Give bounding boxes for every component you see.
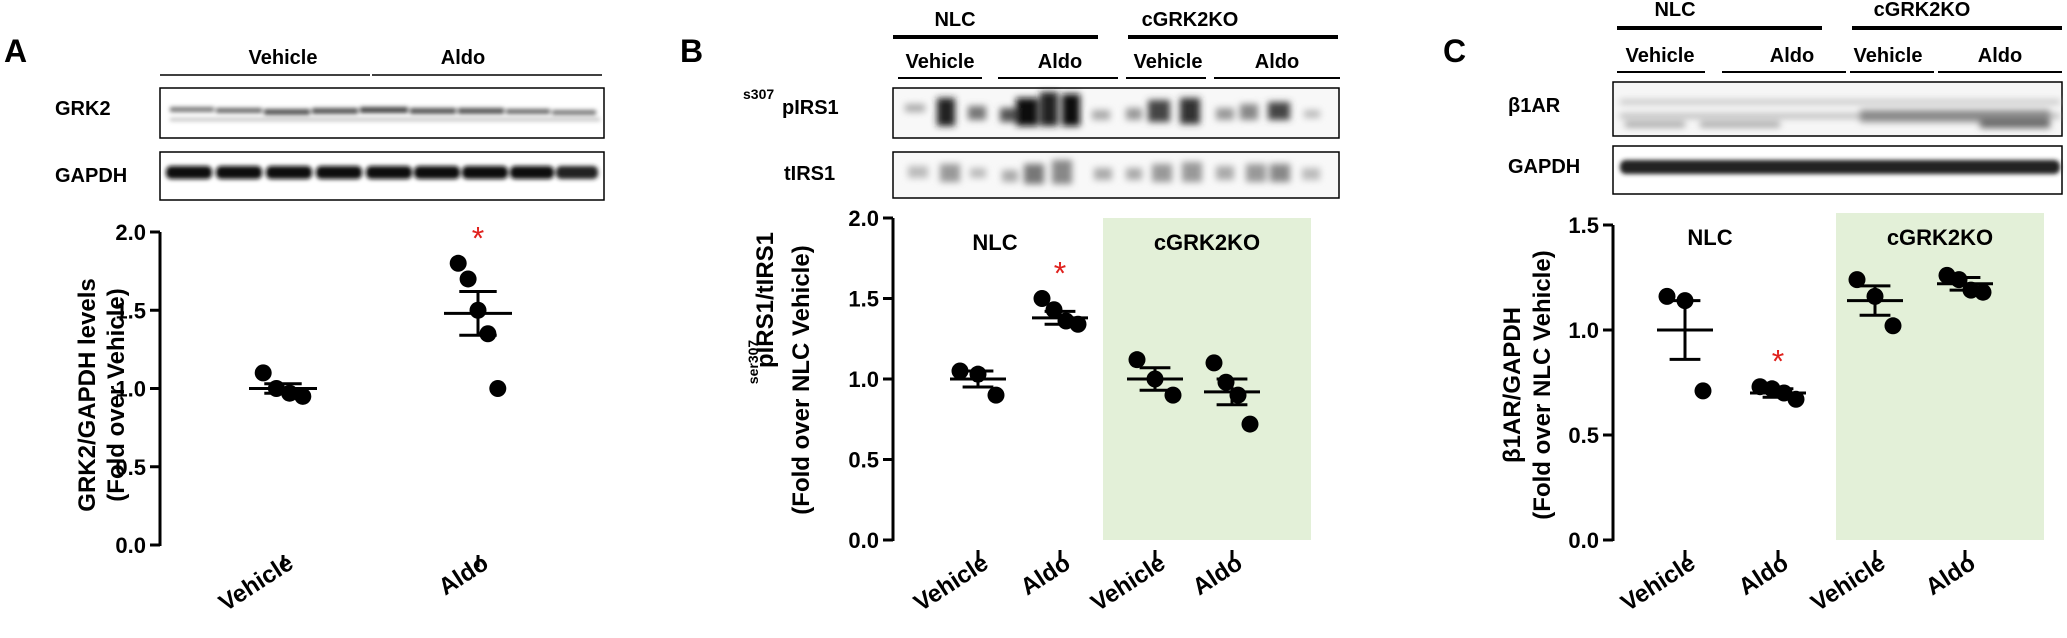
chart-b-data-point [1128,351,1146,369]
chart-a-y-tick-label: 2.0 [115,220,146,245]
chart-a-data-point [489,380,507,397]
chart-b-y-tick-label: 2.0 [848,206,879,231]
panel-letter-b: B [680,33,703,69]
blot-c-b1ar-image [1612,81,2063,137]
chart-b-data-point [987,386,1005,404]
blot-a-group-aldo: Aldo [441,47,485,69]
blot-b-genotype-ko: cGRK2KO [1142,9,1239,31]
chart-c-x-tick-label: Vehicle [1616,549,1700,617]
chart-c-x-tick-label: Vehicle [1806,549,1890,617]
blot-c-gapdh-image [1612,145,2063,195]
chart-a-plot: 0.0 0.5 1.0 1.5 2.0 Vehicle Aldo * [115,220,512,617]
chart-c-y-tick-label: 1.5 [1568,213,1599,238]
blot-c-group-4: Aldo [1978,45,2022,67]
blot-c-protein-b1ar: β1AR [1508,95,1561,117]
chart-a-ylabel-line1: GRK2/GAPDH levels [74,278,101,511]
chart-a-x-tick-label: Aldo [434,549,493,601]
chart-c-data-point [1974,283,1992,301]
chart-a-y-tick-label: 0.0 [115,533,146,558]
blot-b-protein2: tIRS1 [784,163,835,185]
blot-b-group-1: Vehicle [906,51,975,73]
blot-c-genotype-nlc: NLC [1654,0,1695,21]
chart-b-data-point [951,362,969,380]
chart-a-data-point [294,387,312,405]
panel-b: B NLC cGRK2KO Vehicle Aldo Vehicle Aldo … [680,9,1340,617]
chart-a-significance-star: * [472,220,484,256]
chart-a-x-tick-label: Vehicle [214,549,298,617]
blot-a-grk2-image [159,87,605,139]
chart-b-group-ko: cGRK2KO [1154,230,1260,255]
blot-c-genotype-ko: cGRK2KO [1874,0,1971,21]
blot-a-gapdh-image [159,151,605,201]
blot-a-protein-gapdh: GAPDH [55,165,127,187]
chart-b-data-point [1045,301,1063,319]
chart-c-data-point [1848,271,1866,289]
panel-c: C NLC cGRK2KO Vehicle Aldo Vehicle Aldo … [1443,0,2063,617]
chart-b-x-tick-label: Vehicle [909,549,993,617]
chart-a-ylabel-line2: (Fold over Vehicle) [103,288,130,501]
blot-a-group-vehicle: Vehicle [249,47,318,69]
chart-b-ylabel-line1: pIRS1/tIRS1 [752,232,779,368]
chart-c-x-tick-label: Aldo [1921,549,1980,601]
chart-a-data-point [254,364,272,382]
chart-b-ylabel-line2: (Fold over NLC Vehicle) [788,245,815,514]
chart-c-data-point [1658,287,1676,305]
blot-b-group-4: Aldo [1255,51,1299,73]
blot-b-protein1: pIRS1 [782,97,839,119]
chart-b-x-tick-label: Aldo [1188,549,1247,601]
chart-c-y-tick-label: 1.0 [1568,318,1599,343]
blot-a-protein-grk2: GRK2 [55,98,111,120]
chart-b-significance-star: * [1054,256,1066,292]
chart-a-y-tick-label: 1.5 [115,298,146,323]
blot-b-pirs1-image [892,87,1340,139]
chart-c-y-tick-label: 0.5 [1568,423,1599,448]
chart-c-group-ko: cGRK2KO [1887,225,1993,250]
chart-b-group-nlc: NLC [972,230,1017,255]
chart-a-y-tick-label: 0.5 [115,455,146,480]
blot-b-group-2: Aldo [1038,51,1082,73]
chart-c-group-nlc: NLC [1687,225,1732,250]
chart-b-data-point [1033,290,1051,307]
chart-b-y-tick-label: 0.0 [848,528,879,553]
chart-b-x-tick-label: Vehicle [1086,549,1170,617]
chart-b-ylabel-sup: ser307 [745,340,761,385]
blot-b-protein1-sup: s307 [743,86,774,102]
blot-b-tirs1-image [892,151,1340,199]
blot-b-group-3: Vehicle [1134,51,1203,73]
chart-b-y-tick-label: 1.0 [848,367,879,392]
chart-b-x-tick-label: Aldo [1016,549,1075,601]
chart-b-data-point [1241,415,1259,433]
panel-letter-c: C [1443,33,1466,69]
chart-c-y-tick-label: 0.0 [1568,528,1599,553]
chart-a-data-point [459,270,477,288]
blot-c-group-1: Vehicle [1626,45,1695,67]
blot-b-genotype-nlc: NLC [934,9,975,31]
chart-c-ylabel-line2: (Fold over NLC Vehicle) [1529,250,1556,519]
panel-letter-a: A [4,33,27,69]
chart-b-data-point [1205,354,1223,372]
chart-a-data-point [479,325,497,343]
chart-b-data-point [1069,315,1087,333]
chart-c-significance-star: * [1772,344,1784,380]
blot-c-group-3: Vehicle [1854,45,1923,67]
chart-b-y-tick-label: 0.5 [848,448,879,473]
chart-c-data-point [1694,382,1712,400]
chart-c-ylabel-line1: β1AR/GAPDH [1499,307,1526,463]
blot-c-group-2: Aldo [1770,45,1814,67]
chart-a-y-tick-label: 1.0 [115,377,146,402]
chart-c-x-tick-label: Aldo [1734,549,1793,601]
chart-b-y-tick-label: 1.5 [848,287,879,312]
chart-a-data-point [449,254,467,272]
blot-c-protein-gapdh: GAPDH [1508,156,1580,178]
chart-c-ko-shading [1836,213,2044,540]
chart-c-data-point [1787,390,1805,408]
chart-c-data-point [1884,317,1902,335]
panel-a: A Vehicle Aldo GRK2 GAPDH [4,33,605,617]
